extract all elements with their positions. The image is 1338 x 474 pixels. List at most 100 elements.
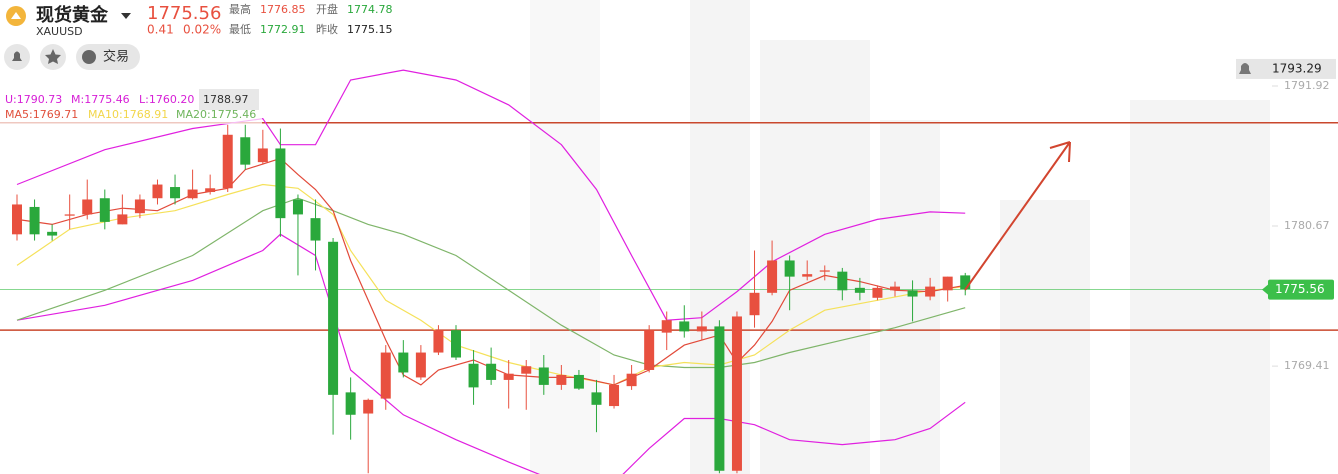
legend: 1788.97 U:1790.73 M:1775.46 L:1760.20 MA5:17… — [5, 89, 259, 121]
last-price-box — [1268, 279, 1334, 300]
stat-value: 1772.91 — [260, 23, 306, 36]
candle-body — [82, 199, 93, 215]
candle-body — [117, 214, 128, 225]
dropdown-caret[interactable] — [121, 13, 131, 19]
candle-body — [12, 204, 22, 235]
candle-body — [380, 352, 391, 399]
symbol: XAUUSD — [36, 25, 83, 38]
level-label-bg — [199, 89, 259, 110]
candle-body — [960, 275, 971, 290]
candle-body — [64, 214, 75, 216]
indicator-line — [16, 197, 966, 369]
change-pct: 0.02% — [183, 23, 221, 37]
candle-body — [468, 363, 479, 388]
alert-price-label: 1793.29 — [1272, 61, 1322, 75]
annotation-arrow — [964, 141, 1071, 291]
indicator-label: M:1775.46 — [71, 93, 130, 106]
y-tick-label: 1769.41 — [1284, 359, 1330, 372]
indicator-label: MA20:1775.46 — [176, 108, 256, 121]
candle-body — [503, 373, 514, 380]
candle-body — [134, 199, 145, 214]
price: 1775.56 — [147, 3, 221, 24]
level-label: 1788.97 — [203, 93, 249, 106]
candle-body — [222, 134, 233, 189]
candle-body — [872, 287, 883, 298]
last-price-label: 1775.56 — [1275, 282, 1325, 296]
candle-body — [767, 260, 778, 293]
indicator-label: U:1790.73 — [5, 93, 62, 106]
bell-icon — [12, 51, 22, 61]
candle-body — [591, 392, 602, 405]
candle-body — [890, 286, 900, 291]
candle-body — [556, 374, 567, 385]
candle-body — [170, 187, 181, 199]
candle-body — [907, 290, 918, 297]
indicator-line — [16, 157, 966, 386]
gold-icon-glyph — [11, 12, 21, 19]
candle-body — [328, 241, 339, 395]
trade-button[interactable] — [76, 44, 140, 70]
candle-body — [47, 231, 58, 236]
candle-body — [345, 392, 356, 415]
candle-body — [433, 330, 444, 353]
candle-body — [609, 384, 620, 407]
candle-body — [415, 352, 426, 378]
instrument-name: 现货黄金 — [36, 4, 109, 26]
candle-body — [310, 218, 321, 241]
y-tick-label: 1791.92 — [1284, 79, 1330, 92]
alert-bell — [1239, 62, 1251, 74]
stat-value: 1775.15 — [347, 23, 393, 36]
candle-body — [99, 198, 110, 222]
indicator-label: MA10:1768.91 — [88, 108, 168, 121]
candle-body — [187, 189, 198, 199]
candle-body — [573, 374, 584, 389]
stat-label: 开盘 — [316, 2, 338, 16]
candle-body — [205, 188, 216, 193]
candle-body — [398, 352, 409, 373]
star-icon — [45, 49, 61, 64]
indicator-line — [16, 233, 966, 474]
indicator-line — [16, 69, 966, 321]
candle-body — [661, 320, 672, 333]
candle-body — [679, 321, 690, 332]
candle-body — [714, 326, 725, 471]
candle-body — [451, 330, 461, 358]
candle-body — [696, 326, 707, 332]
candle-body — [29, 206, 40, 235]
stat-label: 昨收 — [316, 22, 338, 36]
candle-body — [363, 399, 374, 414]
stat-label: 最高 — [229, 2, 251, 16]
alert-box — [1236, 58, 1336, 79]
trade-label[interactable]: 交易 — [103, 49, 129, 65]
candle-body — [486, 363, 497, 380]
trade-icon — [82, 50, 96, 64]
candle-body — [275, 148, 286, 219]
candle-body — [626, 373, 637, 387]
candle-body — [837, 271, 848, 291]
indicator-label: L:1760.20 — [139, 93, 194, 106]
indicator-label: MA5:1769.71 — [5, 108, 78, 121]
candle-body — [152, 184, 163, 199]
candle-body — [257, 148, 268, 163]
candle-body — [521, 366, 532, 374]
candle-body — [802, 274, 813, 277]
candle-body — [644, 330, 655, 370]
background-deco — [530, 0, 1270, 474]
indicator-line — [16, 183, 966, 386]
last-price-pointer — [1262, 284, 1268, 295]
candle-body — [731, 316, 742, 471]
candle-body — [749, 292, 760, 316]
candle-body — [240, 137, 251, 165]
stat-value: 1774.78 — [347, 3, 393, 16]
candle-body — [854, 287, 865, 293]
candle-body — [942, 276, 953, 291]
stat-value: 1776.85 — [260, 3, 306, 16]
change: 0.41 — [147, 23, 174, 37]
candle-body — [784, 260, 795, 277]
candle-body — [292, 199, 303, 215]
plot-area — [0, 69, 1338, 474]
candle-body — [538, 367, 549, 385]
candle-body — [819, 270, 830, 272]
